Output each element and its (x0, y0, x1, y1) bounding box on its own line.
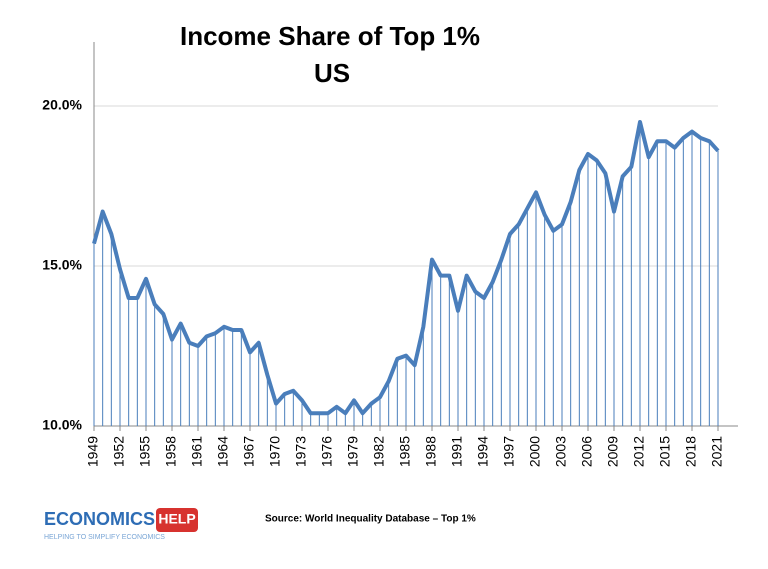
x-tick-label: 2009 (605, 436, 621, 467)
x-tick-label: 1979 (345, 436, 361, 467)
x-tick-label: 1982 (371, 436, 387, 467)
x-tick-label: 1967 (241, 436, 257, 467)
series-line (92, 120, 720, 416)
y-tick-label: 10.0% (42, 417, 82, 433)
x-tick-label: 1973 (293, 436, 309, 467)
chart-title: Income Share of Top 1% (180, 21, 480, 51)
x-tick-label: 1952 (111, 436, 127, 467)
x-tick-label: 1958 (163, 436, 179, 467)
x-tick-label: 2000 (527, 436, 543, 467)
logo-tagline: HELPING TO SIMPLIFY ECONOMICS (44, 534, 165, 541)
source: Source: World Inequality Database – Top … (265, 514, 476, 525)
logo-badge-bg (156, 508, 198, 532)
logo-badge: HELP (158, 511, 195, 527)
x-tick-label: 1991 (449, 436, 465, 467)
x-tick-label: 1970 (267, 436, 283, 467)
x-tick-label: 2003 (553, 436, 569, 467)
y-tick-label: 20.0% (42, 97, 82, 113)
x-tick-label: 2018 (683, 436, 699, 467)
x-tick-label: 2015 (657, 436, 673, 467)
x-tick-label: 1964 (215, 436, 231, 467)
x-tick-label: 2006 (579, 436, 595, 467)
x-tick-label: 1961 (189, 436, 205, 467)
x-tick-label: 2021 (709, 436, 725, 467)
y-tick-label: 15.0% (42, 257, 82, 273)
x-tick-label: 1976 (319, 436, 335, 467)
x-tick-label: 1955 (137, 436, 153, 467)
x-tick-label: 1994 (475, 436, 491, 467)
chart-subtitle: US (314, 58, 350, 88)
logo-main: ECONOMICS (44, 509, 155, 529)
x-tick-label: 1985 (397, 436, 413, 467)
x-tick-label: 1988 (423, 436, 439, 467)
x-tick-label: 1949 (85, 436, 101, 467)
x-tick-label: 1997 (501, 436, 517, 467)
x-tick-label: 2012 (631, 436, 647, 467)
